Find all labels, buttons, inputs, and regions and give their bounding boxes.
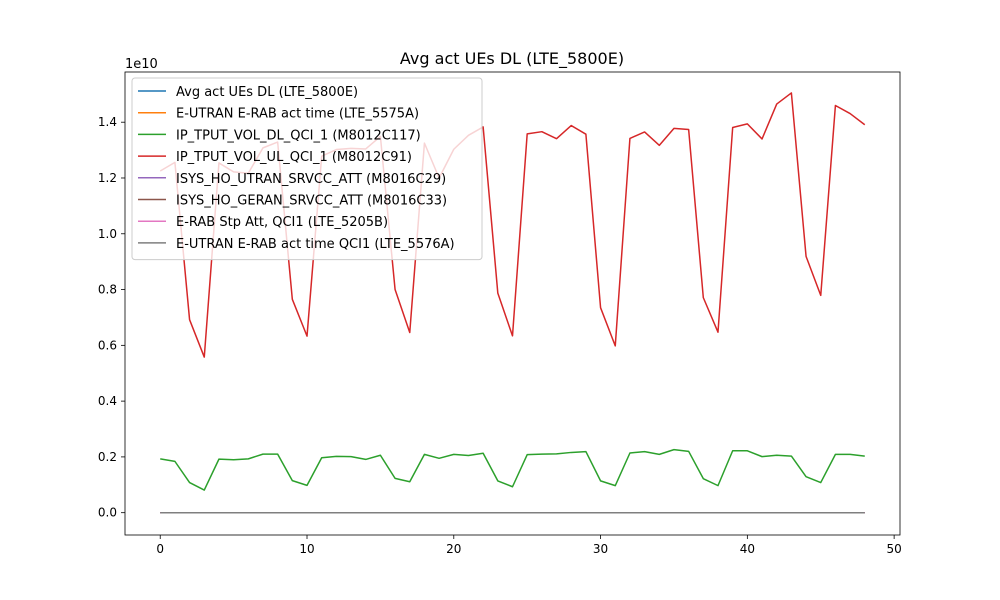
x-axis: 0 10 20 30 40 50	[156, 535, 902, 556]
x-tick-label: 20	[446, 542, 461, 556]
y-tick-label: 1.4	[98, 115, 117, 129]
legend-label-6: ISYS_HO_GERAN_SRVCC_ATT (M8016C33)	[176, 194, 447, 209]
legend-label-8: E-UTRAN E-RAB act time QCI1 (LTE_5576A)	[176, 237, 455, 252]
y-tick-label: 0.8	[98, 283, 117, 297]
legend-label-1: Avg act UEs DL (LTE_5800E)	[176, 85, 358, 100]
series-line-3	[160, 448, 865, 491]
y-tick-label: 0.4	[98, 394, 117, 408]
x-tick-label: 10	[299, 542, 314, 556]
x-tick-label: 50	[886, 542, 901, 556]
x-tick-label: 30	[593, 542, 608, 556]
legend-label-3: IP_TPUT_VOL_DL_QCI_1 (M8012C117)	[176, 128, 421, 143]
x-tick-label: 40	[740, 542, 755, 556]
legend-box	[131, 77, 483, 261]
plot-frame	[124, 71, 901, 536]
y-tick-label: 0.0	[98, 506, 117, 520]
legend-label-2: E-UTRAN E-RAB act time (LTE_5575A)	[176, 107, 419, 122]
chart-title: Avg act UEs DL (LTE_5800E)	[400, 49, 624, 69]
legend: Avg act UEs DL (LTE_5800E) E-UTRAN E-RAB …	[131, 77, 483, 261]
legend-label-5: ISYS_HO_UTRAN_SRVCC_ATT (M8016C29)	[176, 172, 446, 187]
y-tick-label: 0.6	[98, 338, 117, 352]
y-axis: 0.0 0.2 0.4 0.6 0.8 1.0 1.2 1.4	[98, 115, 125, 520]
legend-label-4: IP_TPUT_VOL_UL_QCI_1 (M8012C91)	[176, 150, 412, 165]
y-tick-label: 1.0	[98, 227, 117, 241]
y-tick-label: 0.2	[98, 450, 117, 464]
y-scale-label: 1e10	[125, 57, 158, 72]
x-tick-label: 0	[156, 542, 164, 556]
legend-label-7: E-RAB Stp Att, QCI1 (LTE_5205B)	[176, 215, 388, 230]
y-tick-label: 1.2	[98, 171, 117, 185]
plot-border	[124, 71, 901, 536]
